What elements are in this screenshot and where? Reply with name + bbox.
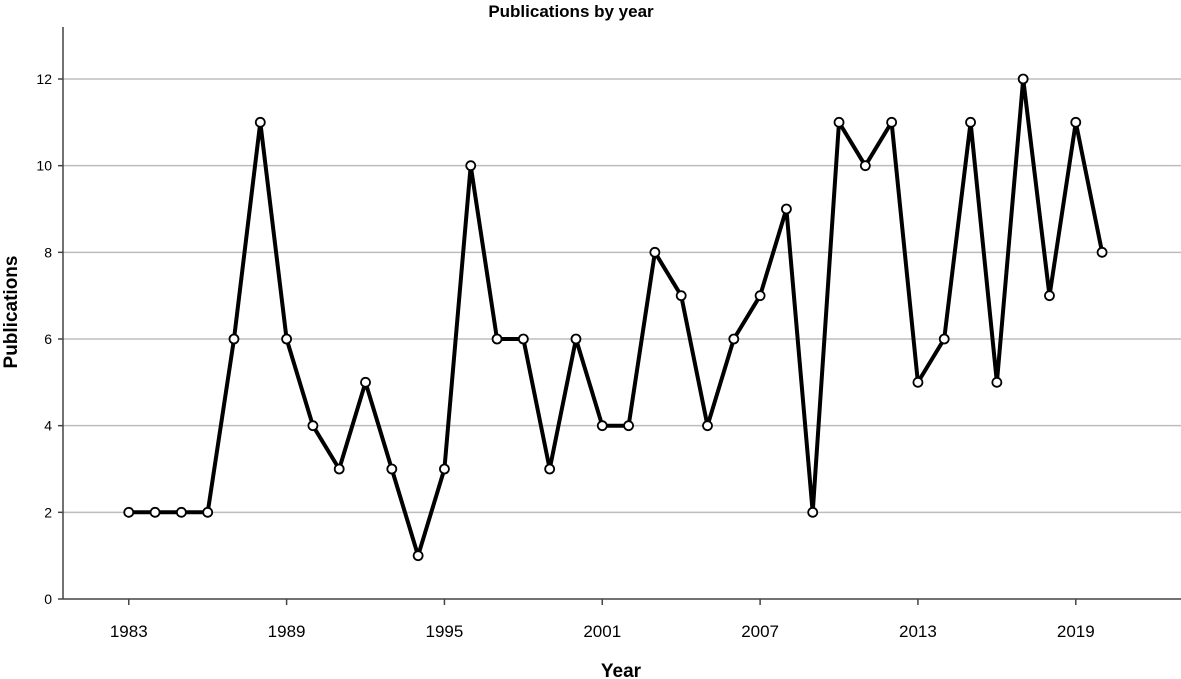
data-point-1996 [465,160,477,172]
data-point-2000 [570,333,582,345]
data-point-1999 [544,463,556,475]
y-tick-label: 8 [44,244,52,260]
x-tick-label: 1989 [268,622,306,641]
x-axis-label: Year [601,661,642,679]
data-point-2004 [675,290,687,302]
y-tick-label: 0 [44,591,52,607]
data-points [123,73,1108,562]
data-point-1987 [228,333,240,345]
data-point-1984 [149,506,161,518]
data-point-1988 [254,116,266,128]
data-point-2016 [991,376,1003,388]
x-tick-label: 2013 [899,622,937,641]
x-tick-label: 1995 [426,622,464,641]
data-point-2012 [886,116,898,128]
data-point-2013 [912,376,924,388]
axes [62,27,1181,600]
data-point-2010 [833,116,845,128]
data-point-2002 [623,420,634,432]
data-point-2018 [1044,290,1055,302]
data-point-1998 [517,333,529,345]
data-point-1990 [307,420,319,432]
data-point-1993 [386,463,398,475]
data-point-2014 [938,333,950,345]
data-point-1991 [333,463,345,475]
data-point-1989 [281,333,293,345]
data-point-2011 [859,160,871,172]
data-point-2009 [807,506,819,518]
data-point-2007 [754,290,766,302]
data-point-2015 [965,116,976,128]
y-tick-label: 6 [44,331,52,347]
gridlines [63,78,1181,514]
data-point-1986 [202,506,214,518]
y-tick-label: 12 [36,71,52,87]
data-point-1997 [491,333,503,345]
data-point-2003 [649,246,661,258]
data-point-1995 [439,463,450,475]
data-point-1985 [175,506,187,518]
data-point-2006 [728,333,740,345]
data-point-2017 [1017,73,1029,85]
series-line [126,77,1105,558]
x-tick-label: 2019 [1057,622,1095,641]
data-point-2001 [596,420,608,432]
y-tick-label: 10 [36,158,52,174]
x-tick-label: 2007 [741,622,779,641]
x-tick-labels: 1983 1989 1995 2001 2007 2013 2019 [110,599,1095,641]
chart-title: Publications by year [488,2,654,21]
data-point-2019 [1070,116,1082,128]
data-point-1992 [360,376,371,388]
y-tick-label: 2 [44,504,52,520]
y-tick-labels: 0 2 4 6 8 10 12 [36,71,63,607]
data-point-2005 [702,420,713,432]
data-point-1983 [123,506,135,518]
y-axis-label: Publications [1,256,22,369]
x-tick-label: 2001 [583,622,621,641]
x-tick-label: 1983 [110,622,148,641]
data-point-1994 [412,550,424,562]
data-point-2008 [781,203,792,215]
y-tick-label: 4 [44,418,52,434]
data-point-2020 [1096,246,1108,258]
